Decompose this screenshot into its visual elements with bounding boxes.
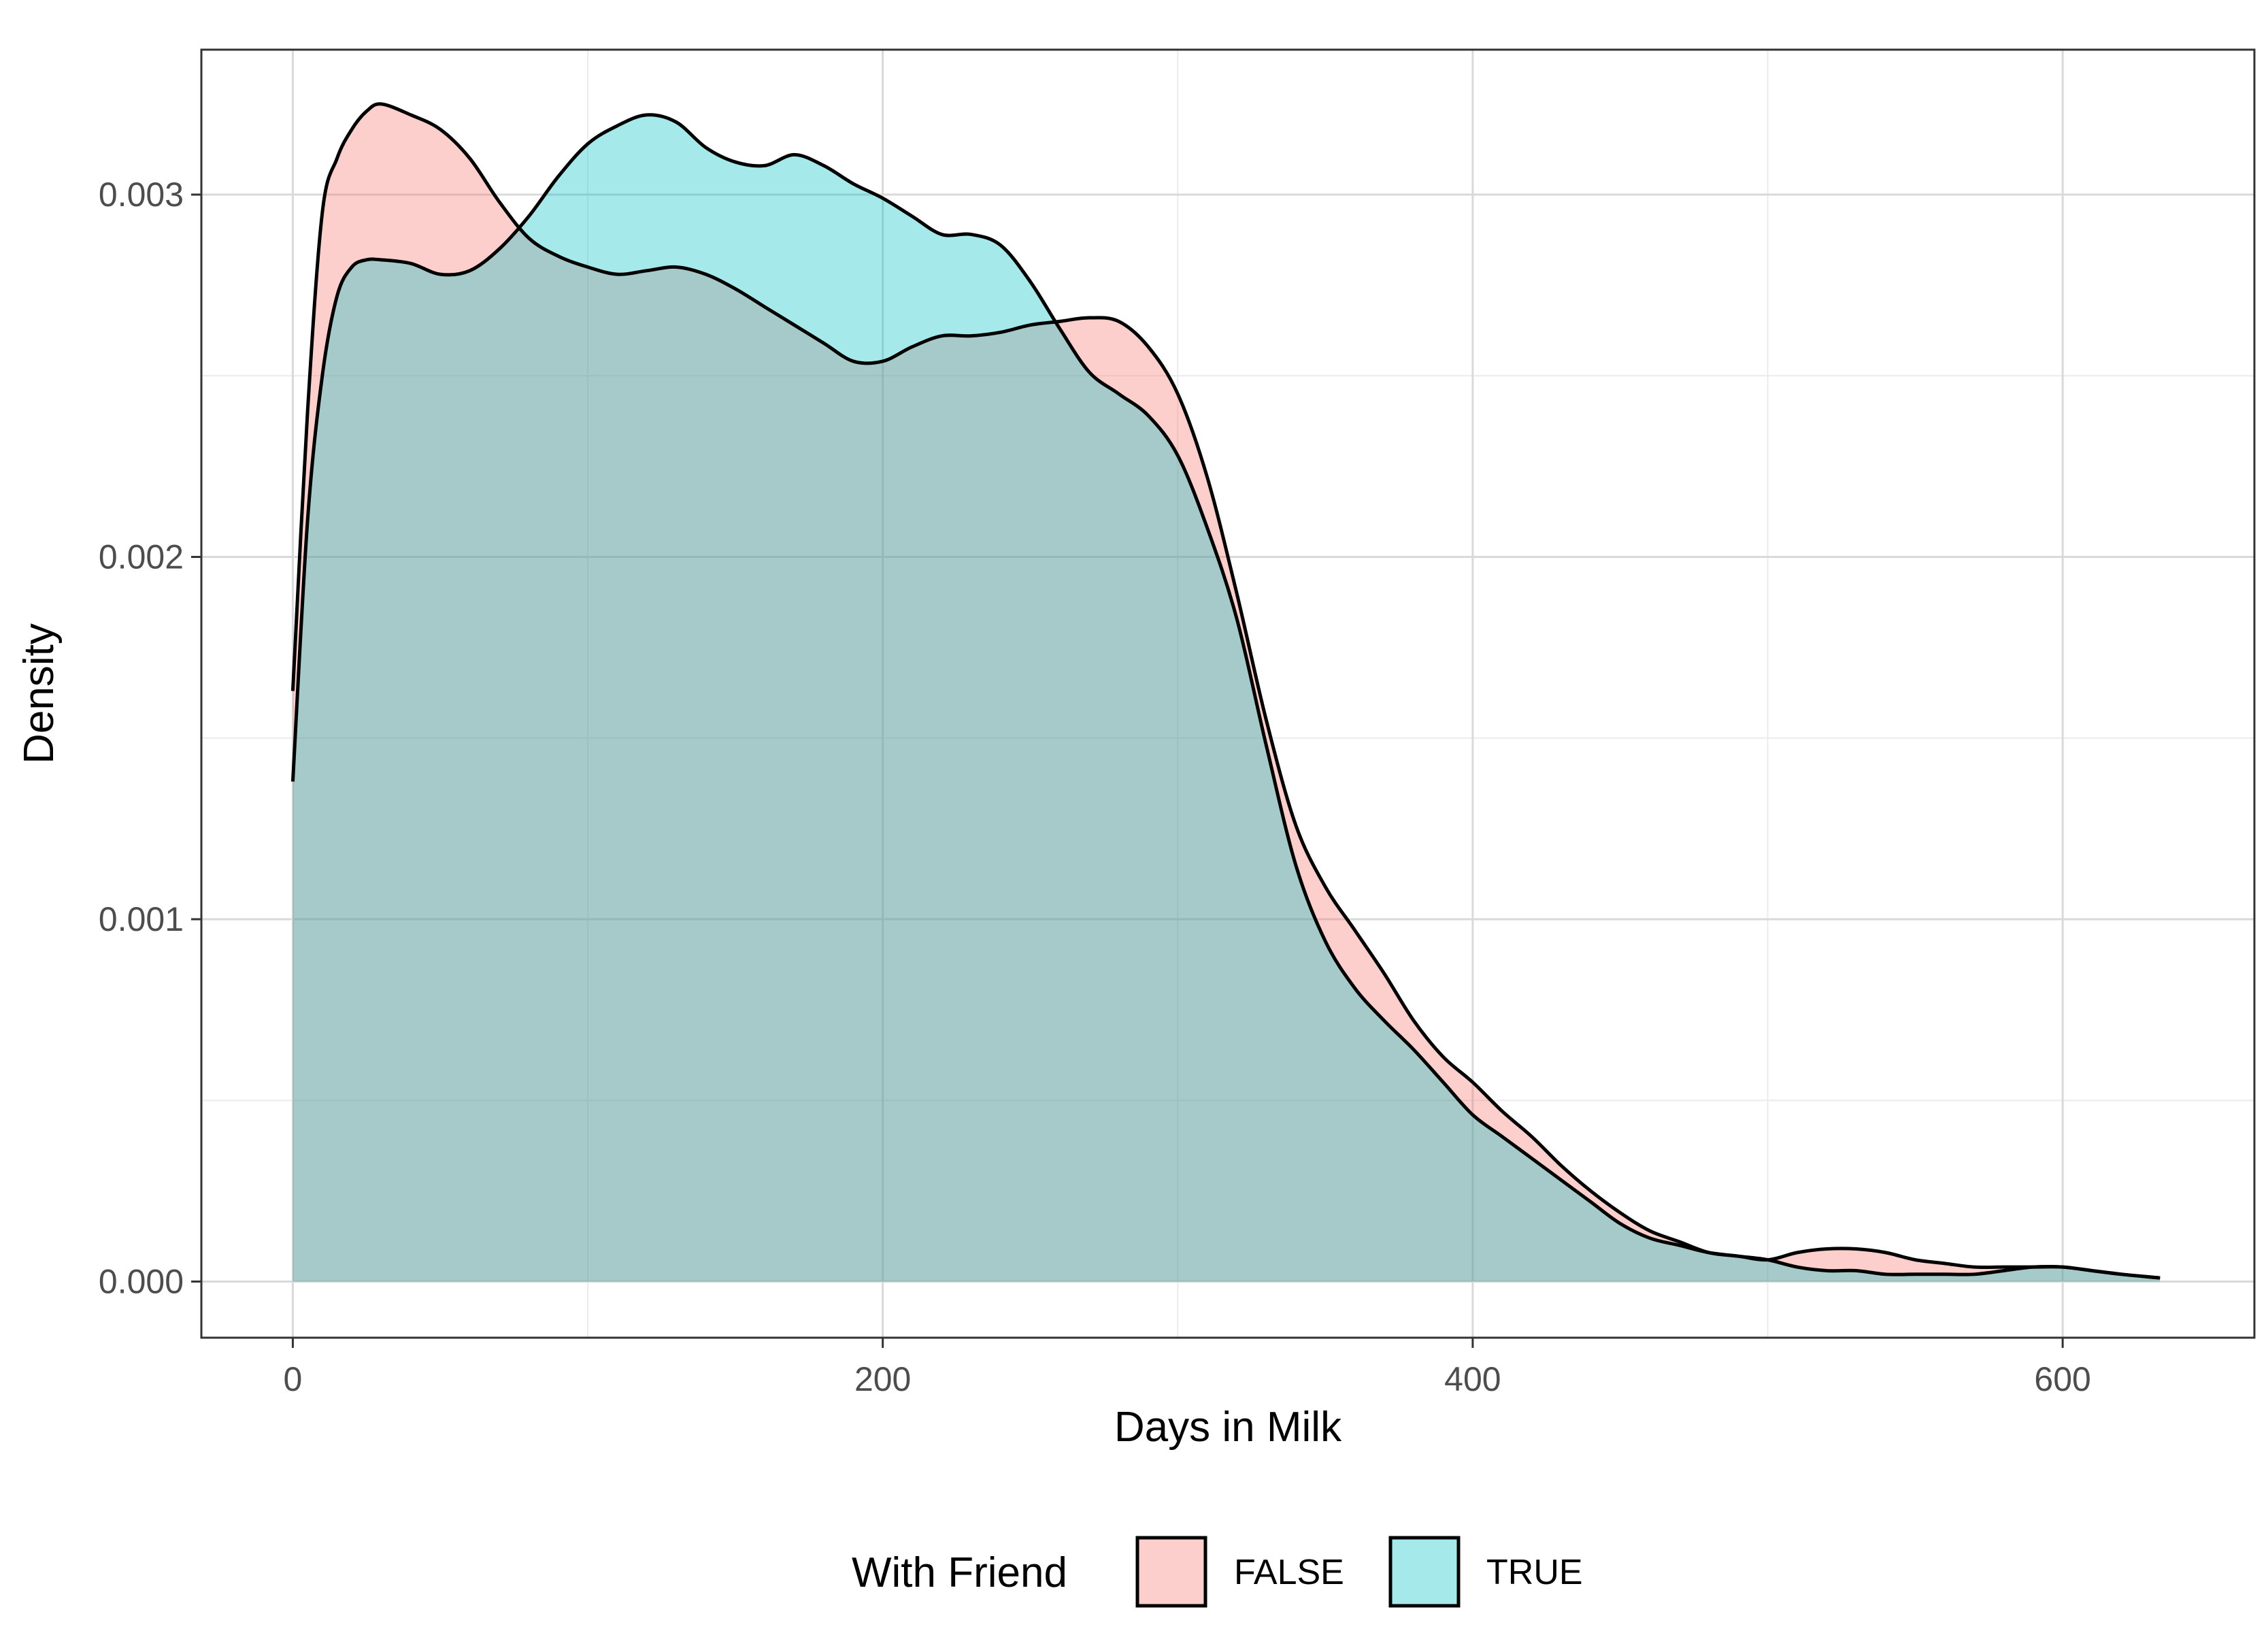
plot-border bbox=[200, 48, 2256, 1339]
density-area-false bbox=[293, 103, 2161, 1282]
legend: With Friend FALSE TRUE bbox=[852, 1536, 1583, 1608]
legend-title: With Friend bbox=[852, 1549, 1067, 1596]
legend-label-true: TRUE bbox=[1486, 1553, 1583, 1592]
legend-key-bg-true bbox=[1390, 1538, 1458, 1606]
density-lines bbox=[290, 102, 2161, 1280]
density-area-true bbox=[293, 114, 2161, 1282]
y-axis-title: Density bbox=[16, 623, 63, 764]
density-areas bbox=[293, 103, 2161, 1282]
major-gridlines bbox=[201, 50, 2254, 1338]
y-tick-label: 0.002 bbox=[99, 538, 184, 576]
y-axis-ticks: 0.000 0.001 0.002 0.003 bbox=[99, 176, 201, 1300]
x-tick-label: 0 bbox=[284, 1360, 303, 1398]
legend-key-bg-false bbox=[1137, 1538, 1205, 1606]
legend-key-true bbox=[1388, 1536, 1461, 1608]
minor-gridlines bbox=[201, 50, 2254, 1338]
legend-key-false bbox=[1135, 1536, 1207, 1608]
legend-label-false: FALSE bbox=[1234, 1553, 1344, 1592]
density-line-true bbox=[290, 113, 2161, 1280]
x-tick-label: 200 bbox=[854, 1360, 911, 1398]
y-tick-label: 0.003 bbox=[99, 176, 184, 214]
x-tick-label: 600 bbox=[2034, 1360, 2090, 1398]
x-axis-title: Days in Milk bbox=[1114, 1404, 1342, 1451]
y-tick-label: 0.001 bbox=[99, 900, 184, 938]
x-axis-ticks: 0 200 400 600 bbox=[284, 1338, 2091, 1398]
plot-panel bbox=[201, 50, 2254, 1338]
x-tick-label: 400 bbox=[1444, 1360, 1501, 1398]
y-tick-label: 0.000 bbox=[99, 1262, 184, 1300]
density-line-false bbox=[290, 102, 2161, 1280]
